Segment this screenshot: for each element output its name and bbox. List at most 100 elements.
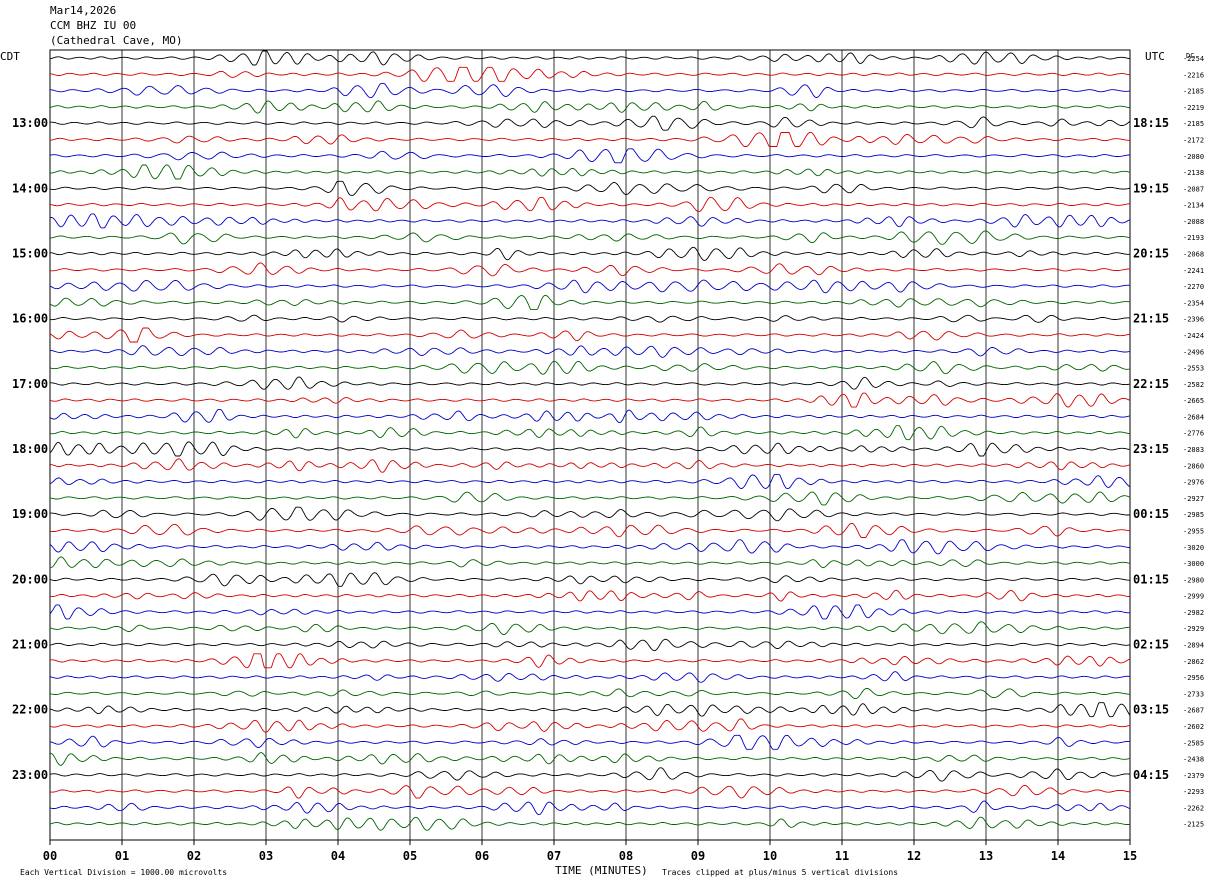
dc-offset-label: -2270 [1183,283,1204,291]
trace-line [49,653,1131,669]
trace-line [49,213,1131,229]
dc-offset-label: -2496 [1183,348,1204,356]
dc-offset-label: -2193 [1183,234,1204,242]
x-tick-label: 09 [691,849,705,863]
trace-line [49,408,1131,424]
right-hour-label: 01:15 [1133,572,1169,586]
header-location: (Cathedral Cave, MO) [50,34,183,47]
trace-line [49,458,1131,473]
header-station: CCM BHZ IU 00 [50,19,137,32]
dc-offset-label: -2087 [1183,185,1204,193]
dc-offset-label: -2687 [1183,707,1204,715]
right-hour-label: 03:15 [1133,703,1169,717]
trace-line [49,621,1131,635]
trace-line [49,360,1131,375]
right-hour-label: 18:15 [1133,116,1169,130]
trace-line [49,474,1131,490]
left-hour-label: 23:00 [12,768,48,782]
x-tick-label: 12 [907,849,921,863]
x-tick-label: 14 [1051,849,1065,863]
dc-offset-label: -2068 [1183,251,1204,259]
trace-line [49,100,1131,114]
dc-offset-label: -2080 [1183,153,1204,161]
right-hour-label: 23:15 [1133,442,1169,456]
x-tick-label: 07 [547,849,561,863]
dc-offset-label: -2185 [1183,120,1204,128]
x-tick-label: 10 [763,849,777,863]
x-tick-label: 01 [115,849,129,863]
right-hour-label: 22:15 [1133,377,1169,391]
trace-line [49,638,1131,652]
dc-offset-label: -2684 [1183,413,1204,421]
x-tick-label: 05 [403,849,417,863]
dc-offset-label: -2585 [1183,739,1204,747]
trace-line [49,572,1130,587]
trace-line [49,816,1131,831]
dc-label: DC [1186,52,1194,60]
dc-offset-label: -2262 [1183,804,1204,812]
trace-line [49,523,1131,538]
x-tick-label: 00 [43,849,57,863]
left-hour-label: 22:00 [12,703,48,717]
dc-offset-label: -2602 [1183,723,1204,731]
trace-line [49,702,1131,718]
dc-offset-label: -3000 [1183,560,1204,568]
dc-offset-label: -2985 [1183,511,1204,519]
x-tick-label: 03 [259,849,273,863]
trace-line [49,671,1131,683]
left-hour-label: 16:00 [12,312,48,326]
trace-line [49,687,1130,700]
dc-offset-label: -2134 [1183,202,1204,210]
right-hour-label: 02:15 [1133,638,1169,652]
trace-line [49,262,1130,277]
trace-line [49,132,1130,147]
x-tick-label: 04 [331,849,345,863]
x-tick-label: 02 [187,849,201,863]
trace-line [50,314,1130,323]
dc-offset-label: -2241 [1183,267,1204,275]
trace-line [49,376,1131,390]
dc-offset-label: -2862 [1183,658,1204,666]
dc-offset-label: -2424 [1183,332,1204,340]
trace-line [49,589,1130,602]
trace-line [49,734,1131,750]
trace-line [49,66,1131,82]
header-date: Mar14,2026 [50,4,117,17]
left-hour-label: 15:00 [12,247,48,261]
trace-line [49,197,1130,213]
trace-line [50,83,1131,99]
dc-offset-label: -2894 [1183,642,1204,650]
trace-line [49,230,1131,245]
axis-labels: 00 01 02 03 04 05 06 07 08 09 10 11 12 13 14 15 -2254 -22… [12,55,1204,863]
footer-scale-note: Each Vertical Division = 1000.00 microvo… [20,868,227,877]
right-hour-label: 20:15 [1133,247,1169,261]
dc-offset-label: -2999 [1183,593,1204,601]
trace-line [49,800,1131,815]
trace-line [49,441,1131,457]
dc-offset-label: -2172 [1183,136,1204,144]
x-tick-label: 08 [619,849,633,863]
trace-line [49,718,1131,733]
left-hour-label: 14:00 [12,181,48,195]
dc-offset-label: -2438 [1183,756,1204,764]
plot-frame [49,49,1131,841]
right-hour-label: 19:15 [1133,181,1169,195]
trace-line [49,604,1131,620]
trace-line [49,539,1131,555]
trace-line [49,556,1131,569]
dc-offset-label: -2254 [1183,55,1204,63]
dc-offset-label: -2185 [1183,88,1204,96]
left-hour-label: 19:00 [12,507,48,521]
dc-offset-label: -2379 [1183,772,1204,780]
footer-clip-note: Traces clipped at plus/minus 5 vertical … [662,868,898,877]
trace-line [49,425,1130,441]
dc-offset-label: -3020 [1183,544,1204,552]
dc-offset-label: -2956 [1183,674,1204,682]
trace-line [49,294,1131,310]
dc-offset-label: -2582 [1183,381,1204,389]
dc-offset-label: -2976 [1183,479,1204,487]
trace-line [49,767,1131,782]
x-tick-label: 13 [979,849,993,863]
dc-offset-label: -2927 [1183,495,1204,503]
